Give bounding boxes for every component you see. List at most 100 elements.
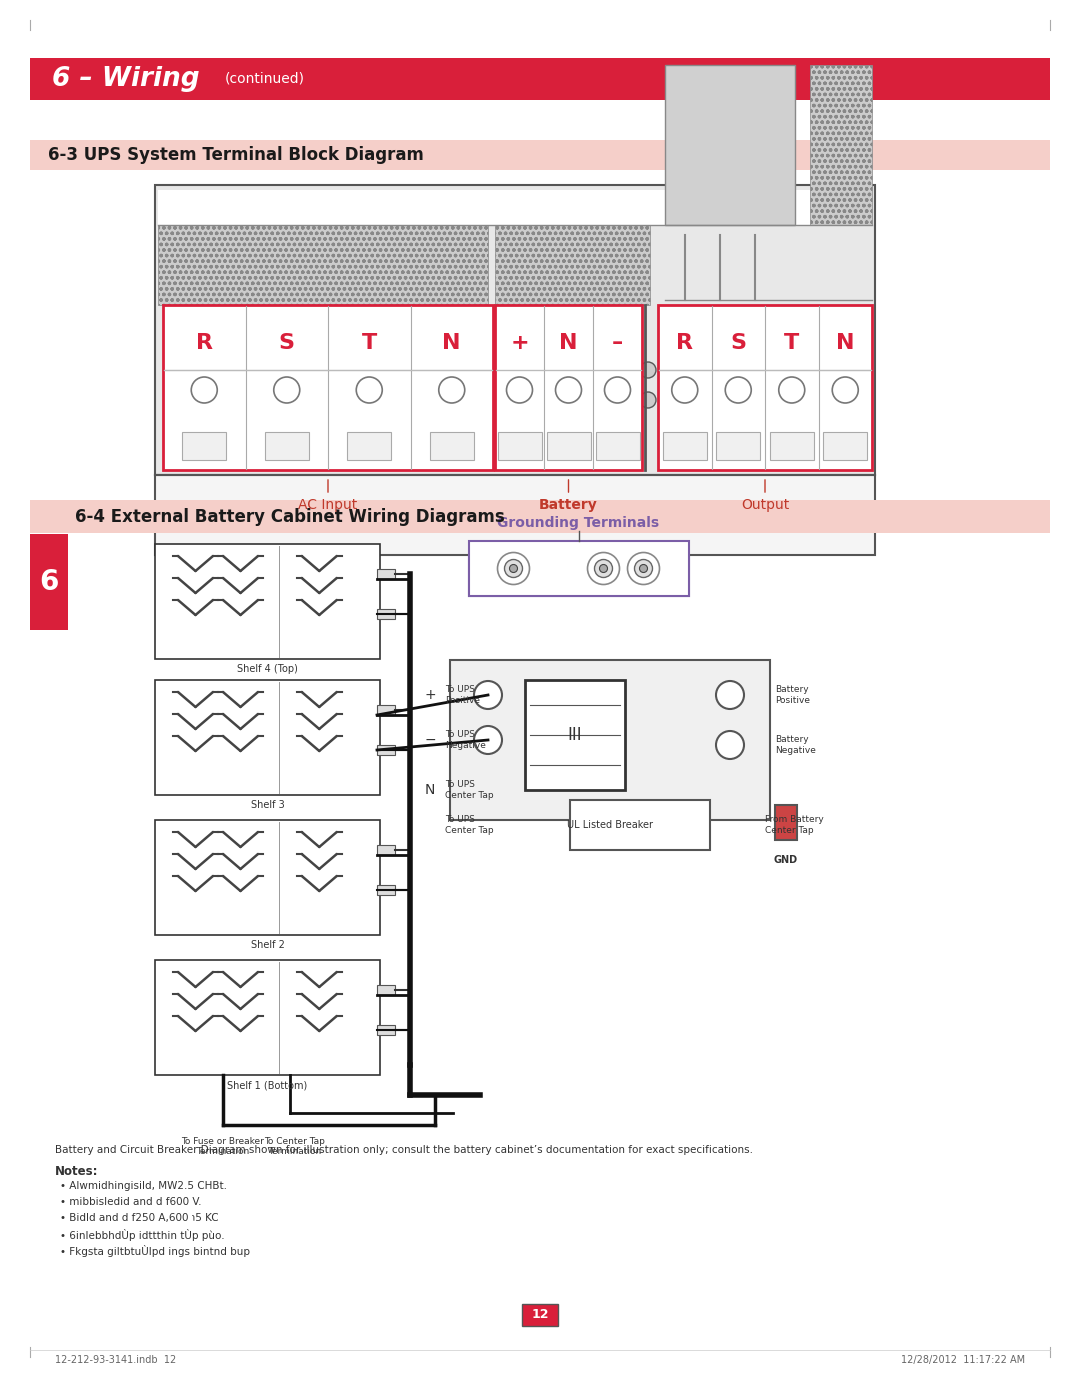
Bar bbox=[469, 541, 689, 596]
Text: Battery: Battery bbox=[539, 498, 598, 512]
Circle shape bbox=[474, 682, 502, 709]
Bar bbox=[30, 58, 1050, 101]
Text: N: N bbox=[443, 333, 461, 353]
Text: UL Listed Breaker: UL Listed Breaker bbox=[567, 819, 653, 830]
Circle shape bbox=[640, 392, 656, 408]
Bar bbox=[377, 1024, 395, 1036]
Text: To UPS
Center Tap: To UPS Center Tap bbox=[445, 781, 494, 800]
Circle shape bbox=[716, 682, 744, 709]
Text: N: N bbox=[559, 333, 578, 353]
Text: 12: 12 bbox=[531, 1308, 549, 1322]
Text: R: R bbox=[676, 333, 693, 353]
Circle shape bbox=[635, 559, 652, 577]
Bar bbox=[30, 534, 68, 631]
Text: To UPS
Positive: To UPS Positive bbox=[445, 686, 480, 705]
Text: To UPS
Negative: To UPS Negative bbox=[445, 730, 486, 749]
Text: N: N bbox=[424, 784, 435, 797]
Bar bbox=[377, 705, 395, 715]
Bar bbox=[377, 745, 395, 755]
Text: GND: GND bbox=[774, 855, 798, 865]
Text: To Center Tap
Termination: To Center Tap Termination bbox=[265, 1137, 325, 1157]
Circle shape bbox=[474, 726, 502, 755]
Text: –: – bbox=[612, 333, 623, 353]
Circle shape bbox=[716, 731, 744, 759]
Bar bbox=[663, 432, 706, 460]
Bar bbox=[770, 432, 813, 460]
Bar bbox=[156, 544, 380, 660]
Text: • BidId and d f250 A,600 ℩5 KC: • BidId and d f250 A,600 ℩5 KC bbox=[60, 1213, 218, 1223]
Bar bbox=[156, 960, 380, 1075]
Text: • 6inlebbhdÙp idttthin tÙp pùo.: • 6inlebbhdÙp idttthin tÙp pùo. bbox=[60, 1230, 225, 1241]
Text: 6 – Wiring: 6 – Wiring bbox=[52, 66, 200, 92]
Text: Shelf 3: Shelf 3 bbox=[251, 800, 284, 810]
Bar bbox=[30, 140, 1050, 169]
Bar bbox=[823, 432, 867, 460]
Bar bbox=[775, 806, 797, 840]
Circle shape bbox=[639, 565, 648, 573]
Text: 6-3 UPS System Terminal Block Diagram: 6-3 UPS System Terminal Block Diagram bbox=[48, 146, 423, 164]
Bar bbox=[522, 1304, 558, 1326]
Circle shape bbox=[833, 377, 859, 403]
Bar bbox=[495, 224, 650, 304]
Bar bbox=[156, 680, 380, 795]
Bar bbox=[546, 432, 591, 460]
Bar bbox=[377, 985, 395, 996]
Text: To Fuse or Breaker
Termination: To Fuse or Breaker Termination bbox=[181, 1137, 264, 1157]
Circle shape bbox=[498, 552, 529, 584]
Circle shape bbox=[627, 552, 660, 584]
Bar bbox=[163, 304, 492, 470]
Circle shape bbox=[356, 377, 382, 403]
Text: • Fkgsta giltbtuÙlpd ings bintnd bup: • Fkgsta giltbtuÙlpd ings bintnd bup bbox=[60, 1245, 249, 1257]
Bar bbox=[377, 885, 395, 895]
Text: AC Input: AC Input bbox=[298, 498, 357, 512]
Circle shape bbox=[555, 377, 581, 403]
Bar bbox=[430, 432, 474, 460]
Bar bbox=[498, 432, 541, 460]
Bar bbox=[716, 432, 760, 460]
Circle shape bbox=[438, 377, 464, 403]
Text: T: T bbox=[362, 333, 377, 353]
Bar bbox=[158, 224, 488, 304]
Text: From Battery
Center Tap: From Battery Center Tap bbox=[765, 815, 824, 834]
Circle shape bbox=[726, 377, 752, 403]
Text: Shelf 4 (Top): Shelf 4 (Top) bbox=[238, 664, 298, 673]
Bar bbox=[495, 304, 642, 470]
Circle shape bbox=[510, 565, 517, 573]
Bar bbox=[570, 800, 710, 850]
Bar bbox=[158, 190, 872, 224]
Bar bbox=[810, 65, 872, 224]
Bar bbox=[30, 500, 1050, 533]
Bar bbox=[156, 185, 875, 475]
Text: N: N bbox=[836, 333, 854, 353]
Circle shape bbox=[605, 377, 631, 403]
Text: Shelf 1 (Bottom): Shelf 1 (Bottom) bbox=[228, 1080, 308, 1091]
Circle shape bbox=[510, 565, 517, 573]
Circle shape bbox=[599, 565, 607, 573]
Circle shape bbox=[588, 552, 620, 584]
Text: (continued): (continued) bbox=[225, 72, 305, 85]
Text: Battery and Circuit Breaker Diagram shown for illustration only; consult the bat: Battery and Circuit Breaker Diagram show… bbox=[55, 1146, 753, 1155]
Text: 12-212-93-3141.indb  12: 12-212-93-3141.indb 12 bbox=[55, 1355, 176, 1365]
Bar bbox=[595, 432, 639, 460]
Circle shape bbox=[507, 377, 532, 403]
Text: T: T bbox=[784, 333, 799, 353]
Bar bbox=[265, 432, 309, 460]
Text: R: R bbox=[195, 333, 213, 353]
Bar bbox=[665, 65, 795, 224]
Circle shape bbox=[273, 377, 300, 403]
Bar bbox=[377, 609, 395, 620]
Text: Notes:: Notes: bbox=[55, 1165, 98, 1177]
Bar bbox=[525, 680, 625, 790]
Bar bbox=[658, 304, 872, 470]
Text: Battery
Positive: Battery Positive bbox=[775, 686, 810, 705]
Circle shape bbox=[594, 559, 612, 577]
Circle shape bbox=[504, 559, 523, 577]
Circle shape bbox=[498, 552, 529, 584]
Text: 6-4 External Battery Cabinet Wiring Diagrams: 6-4 External Battery Cabinet Wiring Diag… bbox=[75, 508, 504, 526]
Text: • Alwmidhingisild, MW2.5 CHBt.: • Alwmidhingisild, MW2.5 CHBt. bbox=[60, 1181, 227, 1191]
Bar bbox=[156, 475, 875, 555]
Text: −: − bbox=[424, 733, 436, 746]
Bar bbox=[156, 819, 380, 935]
Bar bbox=[377, 569, 395, 578]
Text: S: S bbox=[279, 333, 295, 353]
